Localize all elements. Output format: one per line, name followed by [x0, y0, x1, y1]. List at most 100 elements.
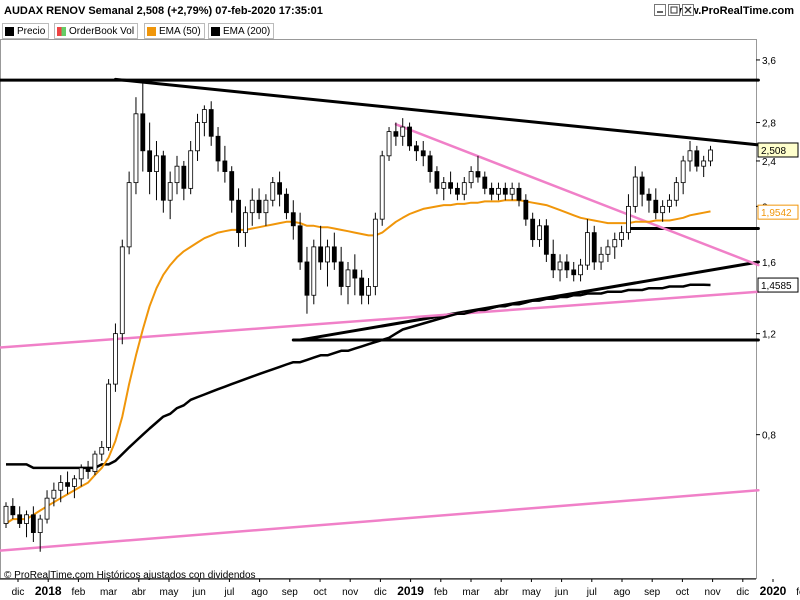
candle-up [673, 182, 679, 201]
candle-up [687, 150, 693, 162]
candle-down [65, 482, 70, 487]
candle-down [530, 218, 536, 241]
x-tick-label: abr [132, 587, 147, 598]
candle-down [564, 261, 570, 271]
candle-up [195, 122, 200, 152]
candle-up [441, 182, 447, 189]
resistance-trend-line [113, 77, 760, 147]
candle-up [58, 482, 64, 491]
price-tag-box [757, 277, 799, 293]
axis-layer: 3,62,82,421,61,20,8dic2018febmarabrmayju… [0, 56, 800, 598]
x-tick-label: 2020 [760, 584, 787, 598]
candle-down [489, 187, 495, 195]
candle-down [352, 269, 358, 279]
candle-up [92, 453, 98, 472]
x-tick-label: sep [644, 587, 661, 598]
x-tick-label: dic [374, 587, 387, 598]
price-swatch-icon [5, 26, 14, 36]
indicator-ema200[interactable]: EMA (200) [208, 23, 275, 39]
candle-down [694, 150, 700, 167]
restore-icon[interactable] [668, 4, 680, 16]
y-tick-label: 2,8 [762, 119, 776, 130]
price-tag-label: 1,4585 [761, 281, 792, 292]
candle-up [557, 261, 563, 271]
candle-down [318, 246, 324, 263]
candle-up [366, 286, 371, 296]
candle-down [338, 261, 344, 287]
y-tick-label: 0,8 [762, 431, 776, 442]
candle-up [612, 239, 618, 248]
candle-down [393, 131, 399, 137]
candle-down [646, 193, 652, 201]
close-icon[interactable] [682, 4, 694, 16]
indicator-orderbook[interactable]: OrderBook Vol [54, 23, 139, 39]
candle-up [386, 131, 392, 157]
indicator-ema50[interactable]: EMA (50) [144, 23, 205, 39]
x-tick-label: nov [705, 587, 721, 598]
candle-down [331, 246, 337, 263]
candle-up [680, 160, 686, 184]
candle-up [78, 467, 84, 480]
candle-down [571, 269, 577, 276]
x-tick-label: ago [251, 587, 268, 598]
ema200-line [6, 283, 711, 470]
candle-up [154, 155, 159, 172]
indicator-label: EMA (200) [223, 25, 271, 37]
x-tick-label: feb [434, 587, 448, 598]
ema200-swatch-icon [211, 26, 220, 36]
x-tick-label: oct [676, 587, 690, 598]
x-tick-label: may [522, 587, 541, 598]
pink-channel-lower-line [0, 489, 760, 552]
candle-down [427, 155, 433, 172]
price-tag-box [757, 142, 799, 158]
candle-up [24, 514, 29, 524]
candle-up [242, 212, 248, 234]
x-tick-label: dic [736, 587, 749, 598]
candle-up [598, 253, 604, 263]
copyright-note: © ProRealTime.com Históricos ajustados c… [4, 570, 256, 581]
y-tick-label: 1,6 [762, 258, 776, 269]
candle-up [461, 182, 467, 195]
indicator-price[interactable]: Precio [2, 23, 50, 39]
indicator-label: OrderBook Vol [69, 25, 135, 37]
x-tick-label: feb [71, 587, 85, 598]
candle-up [126, 182, 132, 248]
candle-down [229, 171, 235, 201]
candle-up [37, 518, 43, 533]
candle-up [113, 333, 118, 385]
candle-down [160, 155, 166, 201]
candle-up [3, 505, 9, 524]
candle-up [51, 489, 57, 499]
candle-down [639, 176, 645, 195]
candle-down [550, 253, 556, 271]
candle-down [502, 187, 508, 195]
candle-up [119, 246, 125, 335]
candle-up [263, 199, 269, 214]
minimize-icon[interactable] [654, 4, 666, 16]
candle-up [585, 232, 590, 266]
candle-up [708, 149, 713, 162]
candle-down [413, 145, 419, 152]
candle-up [537, 225, 542, 241]
price-tag-label: 1,9542 [761, 208, 792, 219]
candle-up [660, 205, 666, 214]
candle-up [509, 187, 515, 195]
candle-up [106, 383, 111, 448]
x-tick-label: dic [12, 587, 25, 598]
candle-down [85, 467, 91, 472]
candle-down [17, 514, 23, 524]
candle-down [407, 126, 412, 147]
candle-up [201, 109, 207, 123]
candles-layer [3, 81, 713, 552]
price-tag-label: 2,508 [761, 146, 786, 157]
candle-up [249, 199, 255, 214]
indicator-label: EMA (50) [159, 25, 201, 37]
candle-up [167, 182, 173, 201]
candle-down [284, 193, 289, 214]
candle-up [400, 126, 406, 137]
candle-down [222, 160, 228, 172]
y-tick-label: 1,2 [762, 330, 776, 341]
candle-down [434, 171, 440, 189]
candle-up [311, 246, 317, 296]
